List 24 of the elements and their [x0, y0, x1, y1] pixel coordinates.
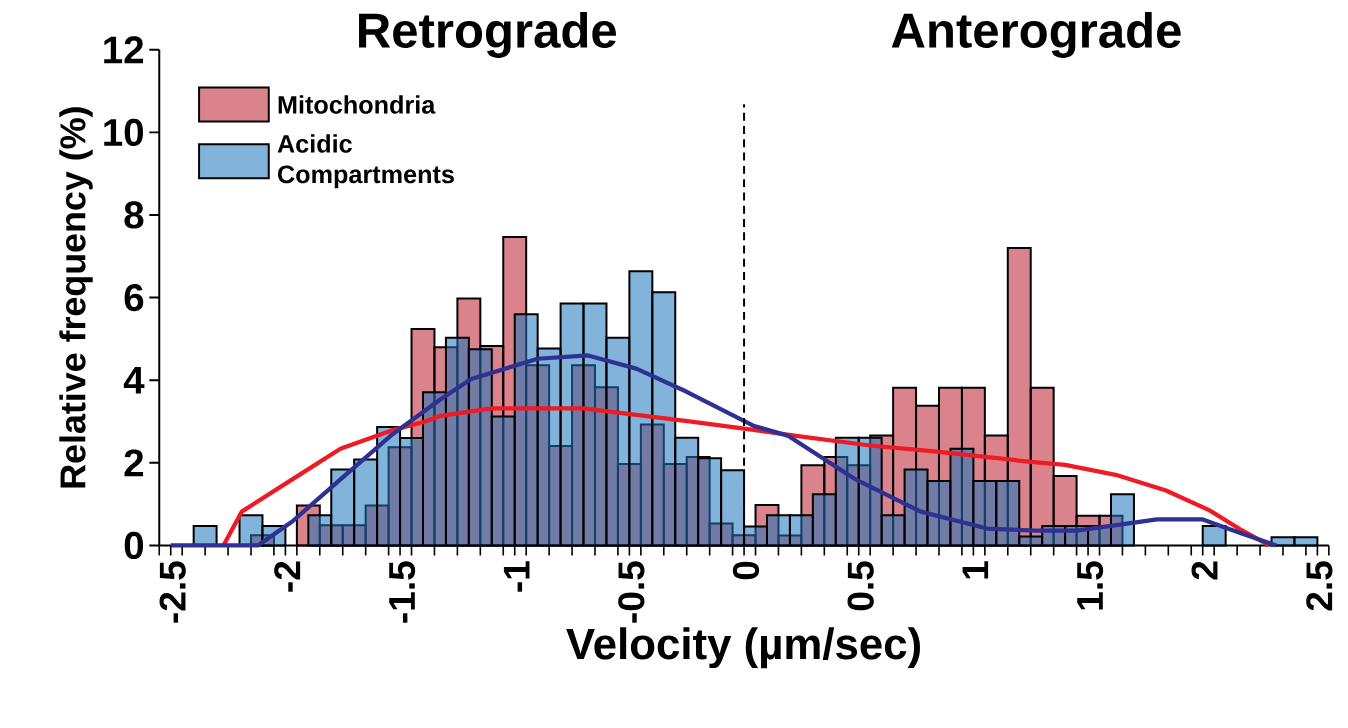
x-tick-label: -2.5 — [159, 561, 186, 623]
y-tick-label: 10 — [104, 118, 144, 147]
legend-label: Mitochondria — [278, 95, 436, 114]
annotation: Retrograde — [359, 12, 617, 59]
x-tick-label: -0.5 — [618, 561, 645, 623]
y-tick-label: 4 — [123, 367, 145, 394]
x-tick-label: 1.5 — [1077, 561, 1104, 610]
y-tick-label: 2 — [124, 449, 144, 477]
x-tick-label: 0 — [732, 561, 760, 580]
x-tick-label: 1 — [962, 561, 989, 579]
x-tick-label: 2 — [1191, 561, 1218, 580]
x-tick-label: -1.5 — [389, 561, 416, 623]
y-axis-title: Relative frequency (%) — [59, 107, 93, 488]
x-tick-label: 2.5 — [1306, 561, 1333, 611]
x-tick-label: 0.5 — [847, 561, 874, 611]
y-tick-label: 0 — [124, 532, 144, 560]
x-tick-label: -2 — [274, 561, 301, 592]
x-tick-label: -1 — [503, 561, 530, 592]
x-axis-title: Velocity (µm/sec) — [566, 627, 920, 669]
legend-label: Acidic Compartments — [277, 134, 454, 189]
y-tick-label: 6 — [124, 284, 144, 312]
y-tick-label: 8 — [124, 201, 144, 229]
annotation: Anterograde — [891, 12, 1181, 59]
y-tick-label: 12 — [104, 36, 144, 64]
